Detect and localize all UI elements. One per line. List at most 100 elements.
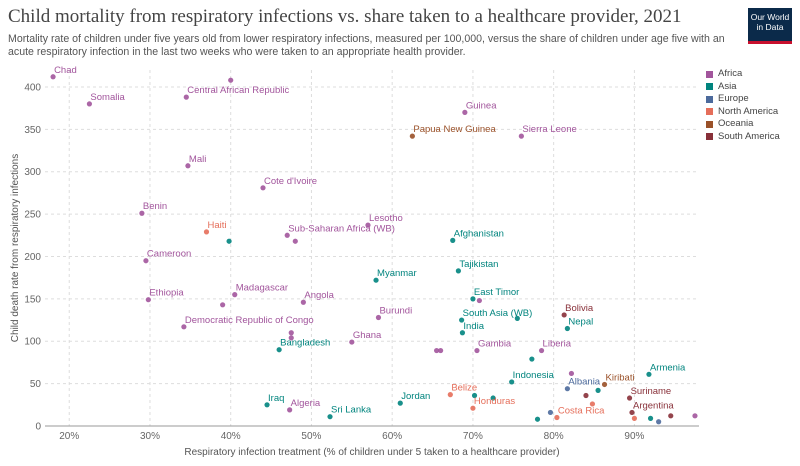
data-point[interactable] <box>183 94 189 100</box>
data-point[interactable] <box>534 416 541 422</box>
point-label: Armenia <box>650 362 686 373</box>
data-point[interactable] <box>86 101 93 107</box>
data-point[interactable] <box>228 77 234 83</box>
data-point[interactable] <box>529 356 535 362</box>
legend-swatch <box>706 133 713 141</box>
data-point[interactable] <box>226 238 232 244</box>
legend-item[interactable]: North America <box>706 106 780 119</box>
legend-item[interactable]: Africa <box>706 68 780 81</box>
data-point[interactable] <box>554 414 560 421</box>
data-point[interactable] <box>646 371 652 377</box>
data-point[interactable] <box>595 387 601 393</box>
legend-item[interactable]: Oceania <box>706 118 780 131</box>
data-point[interactable] <box>373 277 379 283</box>
data-point[interactable] <box>656 419 662 425</box>
data-point[interactable] <box>264 402 270 408</box>
data-point[interactable] <box>276 347 282 353</box>
data-point[interactable] <box>450 237 456 243</box>
y-tick-label: 250 <box>24 210 41 221</box>
data-point[interactable] <box>50 74 56 80</box>
data-point[interactable] <box>470 405 476 411</box>
legend-item[interactable]: Europe <box>706 93 780 106</box>
data-point[interactable] <box>185 163 191 169</box>
point-label: Madagascar <box>236 283 288 294</box>
data-point[interactable] <box>375 314 382 321</box>
data-point[interactable] <box>438 347 444 354</box>
point-label: Nepal <box>568 317 593 328</box>
legend-label: South America <box>718 130 780 142</box>
data-point[interactable] <box>476 297 482 304</box>
data-point[interactable] <box>589 401 596 407</box>
data-point[interactable] <box>471 392 478 399</box>
data-point[interactable] <box>284 232 290 238</box>
data-point[interactable] <box>203 229 210 235</box>
data-point[interactable] <box>447 392 453 398</box>
x-axis-label: Respiratory infection treatment (% of ch… <box>184 447 559 458</box>
data-point[interactable] <box>626 395 633 401</box>
data-point[interactable] <box>349 339 355 345</box>
legend-item[interactable]: South America <box>706 131 780 144</box>
y-tick-label: 300 <box>24 167 41 178</box>
data-point[interactable] <box>561 312 567 318</box>
data-point[interactable] <box>564 386 570 392</box>
data-point[interactable] <box>538 347 545 354</box>
data-point[interactable] <box>327 414 333 420</box>
point-label: Democratic Republic of Congo <box>185 315 314 326</box>
point-label: Somalia <box>90 92 125 103</box>
point-label: Iraq <box>268 393 284 404</box>
y-axis-label: Child death rate from respiratory infect… <box>10 154 21 342</box>
data-point[interactable] <box>260 185 266 191</box>
y-tick-label: 400 <box>24 82 41 93</box>
y-tick-label: 150 <box>24 294 41 305</box>
legend-label: Oceania <box>718 118 754 129</box>
legend-label: Africa <box>718 68 743 79</box>
data-point[interactable] <box>692 413 698 419</box>
data-point[interactable] <box>459 330 466 336</box>
owid-logo[interactable]: Our World in Data <box>748 8 792 44</box>
data-point[interactable] <box>292 238 298 244</box>
data-point[interactable] <box>568 370 575 377</box>
point-label: Bolivia <box>565 303 594 314</box>
point-label: Afghanistan <box>454 228 504 239</box>
data-point[interactable] <box>397 400 403 406</box>
point-label: Ghana <box>353 330 382 341</box>
legend-item[interactable]: Asia <box>706 81 780 94</box>
data-point[interactable] <box>514 315 520 321</box>
data-point[interactable] <box>509 379 515 385</box>
data-point[interactable] <box>647 415 654 421</box>
data-point[interactable] <box>145 297 151 303</box>
data-point[interactable] <box>547 409 554 416</box>
y-tick-label: 50 <box>30 379 42 390</box>
data-point[interactable] <box>300 299 306 305</box>
data-point[interactable] <box>288 335 294 341</box>
data-point[interactable] <box>181 324 187 330</box>
data-point[interactable] <box>629 409 635 416</box>
data-point[interactable] <box>433 347 440 354</box>
data-point[interactable] <box>220 302 226 308</box>
data-point[interactable] <box>518 133 524 139</box>
legend-label: North America <box>718 105 779 117</box>
data-point[interactable] <box>365 222 371 228</box>
data-point[interactable] <box>139 210 145 216</box>
data-point[interactable] <box>583 392 589 399</box>
data-point[interactable] <box>232 292 238 298</box>
logo-line-1: Our World <box>750 12 790 22</box>
point-label: South Asia (WB) <box>463 308 533 319</box>
data-point[interactable] <box>459 317 465 323</box>
x-tick-labels: 20% 30% 40% 50% 60% 70% 80% 90% <box>59 431 644 442</box>
data-point[interactable] <box>470 296 476 302</box>
data-point[interactable] <box>143 258 149 264</box>
data-point[interactable] <box>462 109 468 115</box>
data-point[interactable] <box>409 133 415 139</box>
data-point[interactable] <box>455 268 461 274</box>
data-point[interactable] <box>631 415 638 421</box>
data-point[interactable] <box>564 325 570 332</box>
data-point[interactable] <box>601 381 608 388</box>
data-point[interactable] <box>490 395 496 401</box>
data-point[interactable] <box>474 347 480 354</box>
point-label: Tajikistan <box>459 259 498 270</box>
data-point[interactable] <box>668 413 674 419</box>
data-point[interactable] <box>287 407 293 413</box>
data-point[interactable] <box>288 330 294 336</box>
logo-line-2: in Data <box>756 22 784 32</box>
